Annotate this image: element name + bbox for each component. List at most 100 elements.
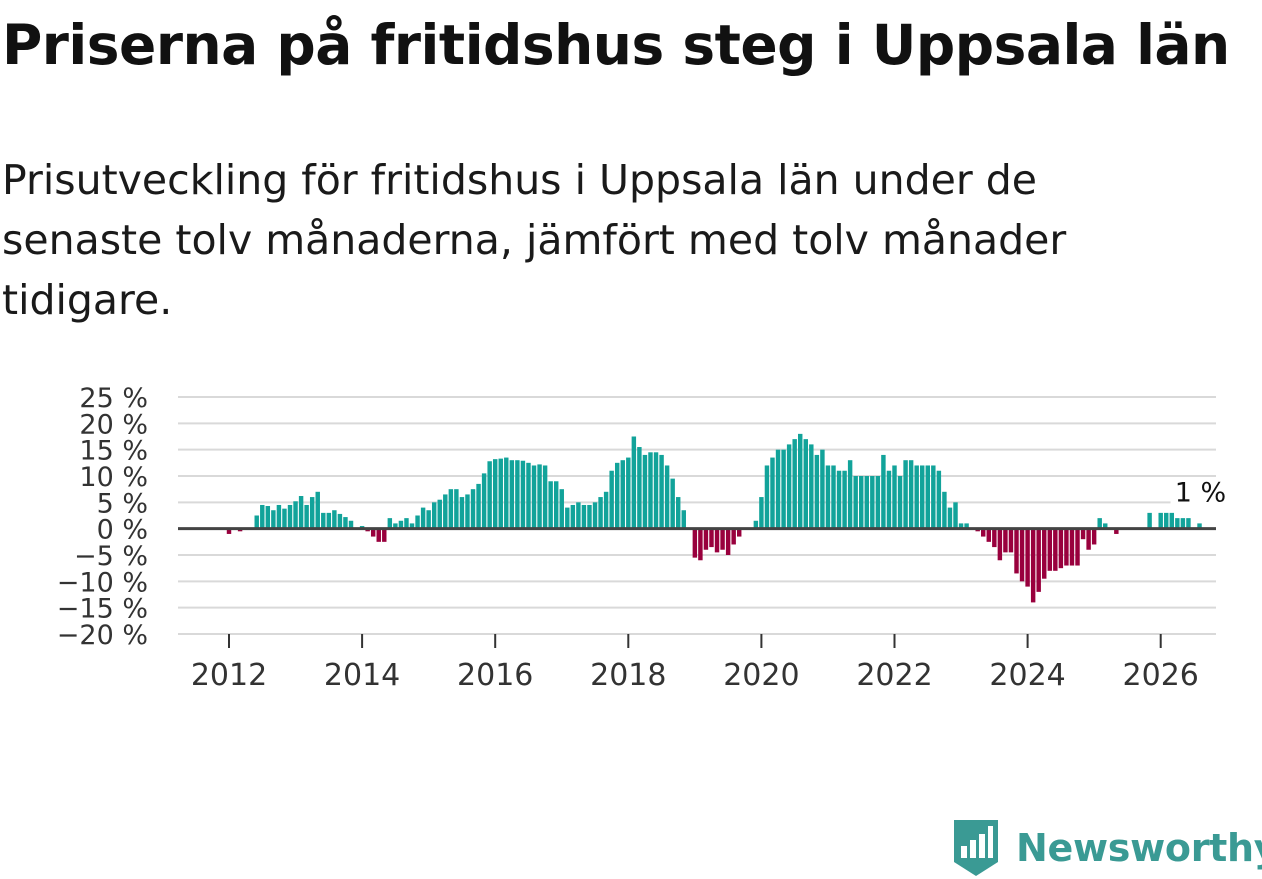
bar bbox=[781, 449, 786, 529]
y-tick-label: −10 % bbox=[57, 567, 148, 598]
bar bbox=[914, 465, 919, 529]
bar bbox=[398, 520, 404, 529]
bar bbox=[498, 458, 503, 529]
bar bbox=[753, 520, 759, 529]
bar bbox=[332, 510, 337, 529]
bar bbox=[859, 476, 864, 529]
bar bbox=[1158, 512, 1163, 529]
bar bbox=[387, 518, 393, 529]
bar bbox=[620, 460, 625, 529]
x-tick-label: 2018 bbox=[590, 658, 666, 693]
bar bbox=[709, 528, 714, 548]
bar bbox=[720, 528, 725, 550]
bar bbox=[309, 497, 315, 529]
bar bbox=[598, 497, 603, 529]
bar bbox=[847, 460, 853, 529]
bar bbox=[664, 465, 670, 529]
bar bbox=[348, 520, 354, 529]
bar-chart: 25 %20 %15 %10 %5 %0 %−5 %−10 %−15 %−20 … bbox=[57, 383, 1231, 693]
x-tick-label: 2026 bbox=[1123, 658, 1199, 693]
bar bbox=[1064, 528, 1069, 566]
bar bbox=[681, 510, 686, 529]
bar bbox=[759, 497, 764, 529]
bar bbox=[470, 489, 476, 529]
bar bbox=[798, 433, 803, 529]
bar bbox=[1030, 528, 1036, 603]
bar bbox=[587, 504, 592, 529]
bar bbox=[942, 491, 947, 529]
y-tick-label: −20 % bbox=[57, 620, 148, 651]
bar bbox=[764, 465, 770, 529]
bar bbox=[670, 478, 675, 529]
bar bbox=[448, 489, 454, 529]
bar bbox=[614, 462, 620, 529]
chart-title: Priserna på fritidshus steg i Uppsala lä… bbox=[2, 13, 1230, 77]
bar bbox=[576, 502, 581, 529]
bar bbox=[648, 452, 653, 529]
bar bbox=[903, 460, 908, 529]
bar bbox=[925, 465, 930, 529]
bar bbox=[526, 462, 531, 529]
bar bbox=[626, 457, 631, 529]
newsworthy-logo: Newsworthy bbox=[950, 818, 1262, 878]
bar bbox=[553, 481, 559, 529]
bar bbox=[908, 460, 914, 529]
bar bbox=[603, 491, 609, 529]
bar bbox=[1047, 528, 1053, 571]
bar bbox=[714, 528, 720, 553]
bar bbox=[886, 470, 892, 529]
bar bbox=[581, 504, 587, 529]
bar bbox=[997, 528, 1003, 561]
bar bbox=[592, 502, 598, 529]
bar bbox=[293, 501, 298, 529]
bar bbox=[631, 436, 637, 529]
x-tick-label: 2020 bbox=[723, 658, 799, 693]
y-tick-label: 20 % bbox=[79, 409, 148, 440]
bar bbox=[265, 506, 271, 529]
bar bbox=[842, 470, 847, 529]
bar bbox=[1186, 518, 1191, 529]
bar bbox=[260, 504, 265, 529]
bar bbox=[465, 494, 470, 529]
bar bbox=[853, 476, 858, 529]
bar bbox=[565, 507, 570, 529]
bar bbox=[1003, 528, 1008, 553]
x-tick-label: 2016 bbox=[457, 658, 533, 693]
bar bbox=[981, 528, 986, 537]
bar bbox=[870, 476, 875, 529]
bar bbox=[287, 504, 293, 529]
bar bbox=[609, 470, 614, 529]
bar bbox=[504, 457, 509, 529]
bar bbox=[437, 499, 442, 529]
bar bbox=[570, 504, 576, 529]
bar bbox=[953, 502, 958, 529]
bar bbox=[343, 517, 348, 529]
bar bbox=[304, 504, 309, 529]
bar bbox=[703, 528, 709, 550]
y-tick-label: −15 % bbox=[57, 594, 148, 625]
bar bbox=[786, 444, 792, 529]
bar bbox=[775, 449, 781, 529]
bar bbox=[881, 454, 886, 529]
bar bbox=[920, 465, 925, 529]
bar bbox=[1036, 528, 1041, 592]
bar bbox=[531, 465, 537, 529]
bar bbox=[487, 461, 492, 529]
bar bbox=[1197, 523, 1202, 529]
bar bbox=[298, 496, 304, 529]
bar bbox=[814, 454, 820, 529]
bar bbox=[825, 465, 831, 529]
brand-name: Newsworthy bbox=[1016, 826, 1262, 870]
bar bbox=[986, 528, 991, 542]
chart-subtitle: Prisutveckling för fritidshus i Uppsala … bbox=[2, 156, 1067, 324]
bar bbox=[637, 447, 642, 529]
newsworthy-bar-chart-icon bbox=[954, 820, 998, 876]
bar bbox=[964, 523, 969, 529]
bar bbox=[770, 457, 775, 529]
bar bbox=[809, 444, 814, 529]
bar bbox=[321, 512, 326, 529]
bar bbox=[1091, 528, 1097, 545]
bar bbox=[520, 460, 526, 529]
bar bbox=[1114, 528, 1119, 534]
bar bbox=[1025, 528, 1030, 587]
